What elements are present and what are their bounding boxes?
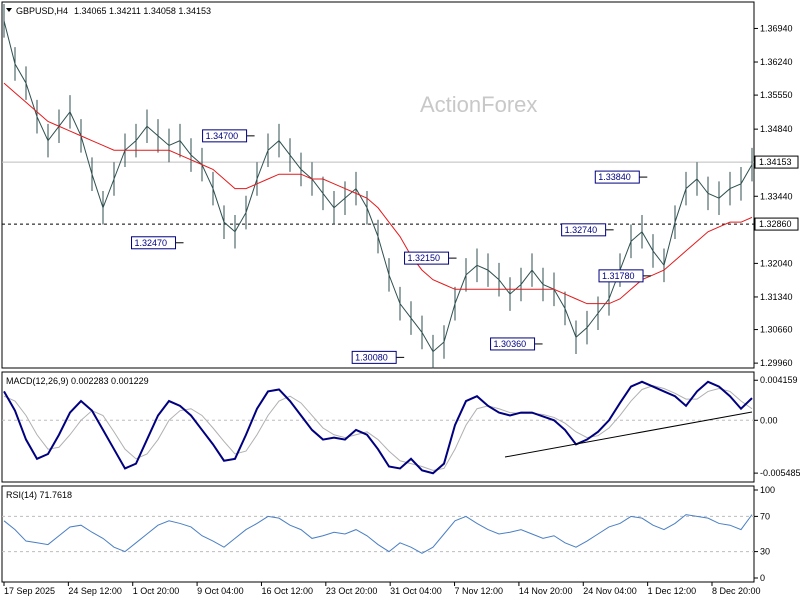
rsi-panel-frame (1, 485, 755, 583)
macd-layer: 0.004159 0.00 -0.005485 (2, 375, 800, 478)
rsi-line (3, 514, 753, 554)
annotation-label: 1.32740 (565, 225, 598, 235)
annotation-label: 1.33840 (598, 172, 631, 182)
x-tick-label: 9 Oct 04:00 (197, 586, 244, 596)
rsi-title: RSI(14) 71.7618 (6, 490, 72, 500)
annotation-label: 1.32150 (408, 253, 441, 263)
price-tick-label: 1.32040 (760, 258, 793, 268)
price-tick-label: 1.36240 (760, 57, 793, 67)
price-tick-label: 1.30660 (760, 325, 793, 335)
moving-average-line (3, 82, 753, 305)
annotation-label: 1.30080 (355, 352, 388, 362)
annotation-label: 1.31780 (602, 271, 635, 281)
chart-ohlc: 1.34065 1.34211 1.34058 1.34153 (74, 6, 211, 16)
collapse-triangle-icon[interactable] (6, 8, 12, 12)
x-tick-label: 24 Sep 12:00 (68, 586, 122, 596)
annotation-box (404, 251, 450, 265)
macd-tick-label: 0.00 (760, 415, 778, 425)
rsi-tick-label: 0 (760, 573, 765, 583)
rsi-layer: 100 70 30 0 (2, 485, 775, 583)
price-tick-label: 1.29960 (760, 358, 793, 368)
price-tick-label: 1.36940 (760, 23, 793, 33)
current-price-box (754, 155, 799, 169)
annotation-box (594, 170, 640, 184)
macd-signal-line (3, 385, 753, 471)
macd-line (3, 380, 753, 475)
x-tick-label: 31 Oct 04:00 (390, 586, 442, 596)
support-price-box (754, 217, 799, 231)
annotation-box (202, 129, 248, 143)
x-tick-label: 8 Dec 20:00 (712, 586, 761, 596)
price-layer: 1.36940 1.36240 1.35550 1.34840 1.34153 1.334… (2, 4, 799, 369)
rsi-tick-label: 30 (760, 547, 770, 557)
x-tick-label: 1 Oct 20:00 (133, 586, 180, 596)
price-tick-label: 1.33440 (760, 191, 793, 201)
x-tick-label: 7 Nov 12:00 (455, 586, 504, 596)
macd-tick-label: 0.004159 (760, 375, 798, 385)
annotation-box (490, 337, 536, 351)
price-tick-label: 1.31340 (760, 292, 793, 302)
annotation-label: 1.30360 (494, 339, 527, 349)
x-tick-label: 23 Oct 20:00 (326, 586, 378, 596)
annotation-box (351, 350, 397, 364)
price-tick-label: 1.34840 (760, 124, 793, 134)
x-tick-label: 14 Nov 20:00 (519, 586, 573, 596)
x-axis: 17 Sep 2025 24 Sep 12:00 1 Oct 20:00 9 Oct … (3, 582, 761, 596)
x-tick-label: 16 Oct 12:00 (261, 586, 313, 596)
macd-title: MACD(12,26,9) 0.002283 0.001229 (6, 376, 149, 386)
annotation-box (598, 269, 644, 283)
support-price-label: 1.32860 (759, 219, 792, 229)
x-tick-label: 24 Nov 04:00 (583, 586, 637, 596)
macd-trendline (504, 411, 753, 458)
price-panel-frame (1, 1, 755, 369)
macd-tick-label: -0.005485 (760, 468, 800, 478)
annotation-box (131, 236, 177, 250)
annotation-label: 1.34700 (206, 131, 239, 141)
annotation-label: 1.32470 (135, 238, 168, 248)
rsi-tick-label: 70 (760, 511, 770, 521)
x-tick-label: 1 Dec 12:00 (648, 586, 697, 596)
rsi-tick-label: 100 (760, 485, 775, 495)
price-tick-label: 1.35550 (760, 90, 793, 100)
chart-symbol: GBPUSD,H4 (16, 6, 68, 16)
macd-panel-frame (1, 371, 755, 483)
current-price-label: 1.34153 (759, 157, 792, 167)
price-series-line (3, 20, 753, 353)
x-tick-label: 17 Sep 2025 (4, 586, 55, 596)
annotation-box (561, 223, 607, 237)
watermark: ActionForex (420, 92, 537, 117)
